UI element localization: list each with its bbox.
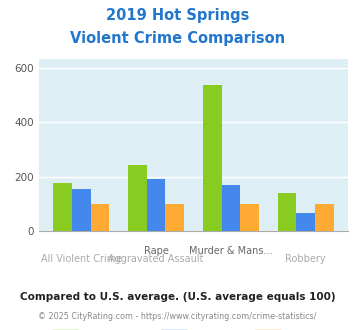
Bar <box>147 179 165 231</box>
Bar <box>72 189 91 231</box>
Text: Violent Crime Comparison: Violent Crime Comparison <box>70 31 285 46</box>
Bar <box>240 204 259 231</box>
Bar <box>128 165 147 231</box>
Bar <box>296 213 315 231</box>
Text: All Violent Crime: All Violent Crime <box>40 254 122 264</box>
Bar <box>53 183 72 231</box>
Bar <box>315 204 334 231</box>
Text: Murder & Mans...: Murder & Mans... <box>189 246 273 256</box>
Legend: Hot Springs, Arkansas, National: Hot Springs, Arkansas, National <box>48 326 339 330</box>
Text: © 2025 CityRating.com - https://www.cityrating.com/crime-statistics/: © 2025 CityRating.com - https://www.city… <box>38 312 317 321</box>
Text: Compared to U.S. average. (U.S. average equals 100): Compared to U.S. average. (U.S. average … <box>20 292 335 302</box>
Text: 2019 Hot Springs: 2019 Hot Springs <box>106 8 249 23</box>
Text: Robbery: Robbery <box>285 254 326 264</box>
Bar <box>222 185 240 231</box>
Bar <box>91 204 109 231</box>
Text: Rape: Rape <box>144 246 169 256</box>
Bar <box>203 85 222 231</box>
Bar <box>278 193 296 231</box>
Bar <box>165 204 184 231</box>
Text: Aggravated Assault: Aggravated Assault <box>108 254 204 264</box>
